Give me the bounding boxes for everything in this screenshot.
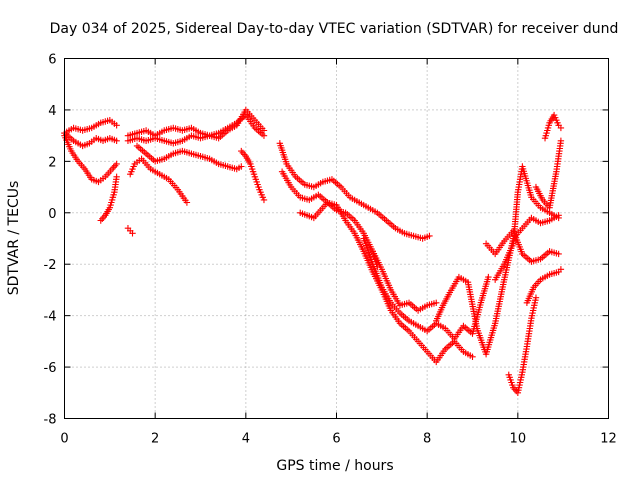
data-point <box>260 127 268 134</box>
y-tick-label: -8 <box>44 413 57 428</box>
series-track-4 <box>97 173 120 224</box>
data-point <box>113 137 120 144</box>
y-tick-label: 4 <box>48 104 56 119</box>
data-point <box>183 199 191 206</box>
series-track-9 <box>133 142 245 173</box>
data-point <box>129 230 136 237</box>
series-track-18 <box>491 163 562 283</box>
data-point <box>557 266 565 273</box>
data-point <box>555 250 562 258</box>
series-track-15 <box>369 248 440 314</box>
series-track-20 <box>523 266 565 306</box>
data-point <box>238 163 245 170</box>
y-tick-label: 2 <box>48 155 56 170</box>
series-track-19 <box>505 294 540 396</box>
x-tick-label: 4 <box>242 432 250 447</box>
data-point <box>557 137 565 144</box>
y-tick-labels: 6 4 2 0 -2 -4 -6 -8 <box>44 53 57 428</box>
data-point <box>113 160 120 168</box>
data-point <box>260 196 268 204</box>
x-tick-label: 6 <box>332 432 340 447</box>
x-tick-label: 12 <box>600 432 617 447</box>
y-axis-label: SDTVAR / TECUs <box>6 181 22 296</box>
y-tick-label: -2 <box>44 258 57 273</box>
x-tick-labels: 0 2 4 6 8 10 12 <box>60 432 616 447</box>
series-track-21 <box>532 137 565 211</box>
series-track-17 <box>482 227 562 265</box>
series-track-3 <box>61 132 120 186</box>
y-tick-label: 6 <box>48 53 56 68</box>
series-track-7 <box>124 106 268 142</box>
data-point <box>532 294 540 301</box>
series-track-14 <box>360 235 492 342</box>
chart-title: Day 034 of 2025, Sidereal Day-to-day VTE… <box>50 21 619 37</box>
series-track-10 <box>238 147 268 204</box>
y-tick-label: -6 <box>44 361 57 376</box>
data-point <box>557 124 565 132</box>
x-tick-label: 0 <box>60 432 68 447</box>
data-point <box>485 273 492 281</box>
x-tick-label: 2 <box>151 432 159 447</box>
y-tick-label: 0 <box>48 207 56 222</box>
plot-frame <box>64 58 609 419</box>
y-tick-label: -4 <box>44 310 57 325</box>
data-point <box>113 122 120 129</box>
series-track-11 <box>276 140 433 242</box>
x-axis-label: GPS time / hours <box>276 458 393 474</box>
data-points <box>61 106 565 396</box>
data-point <box>555 214 562 222</box>
data-point <box>426 232 433 240</box>
series-track-2 <box>61 129 120 150</box>
data-point <box>113 173 120 180</box>
x-tick-label: 8 <box>423 432 431 447</box>
series-track-22 <box>541 111 565 142</box>
series-track-8 <box>127 155 191 206</box>
data-point <box>433 299 440 306</box>
series-track-1 <box>61 117 120 137</box>
series-track-5 <box>124 225 136 237</box>
x-tick-label: 10 <box>510 432 527 447</box>
data-point <box>469 353 476 360</box>
